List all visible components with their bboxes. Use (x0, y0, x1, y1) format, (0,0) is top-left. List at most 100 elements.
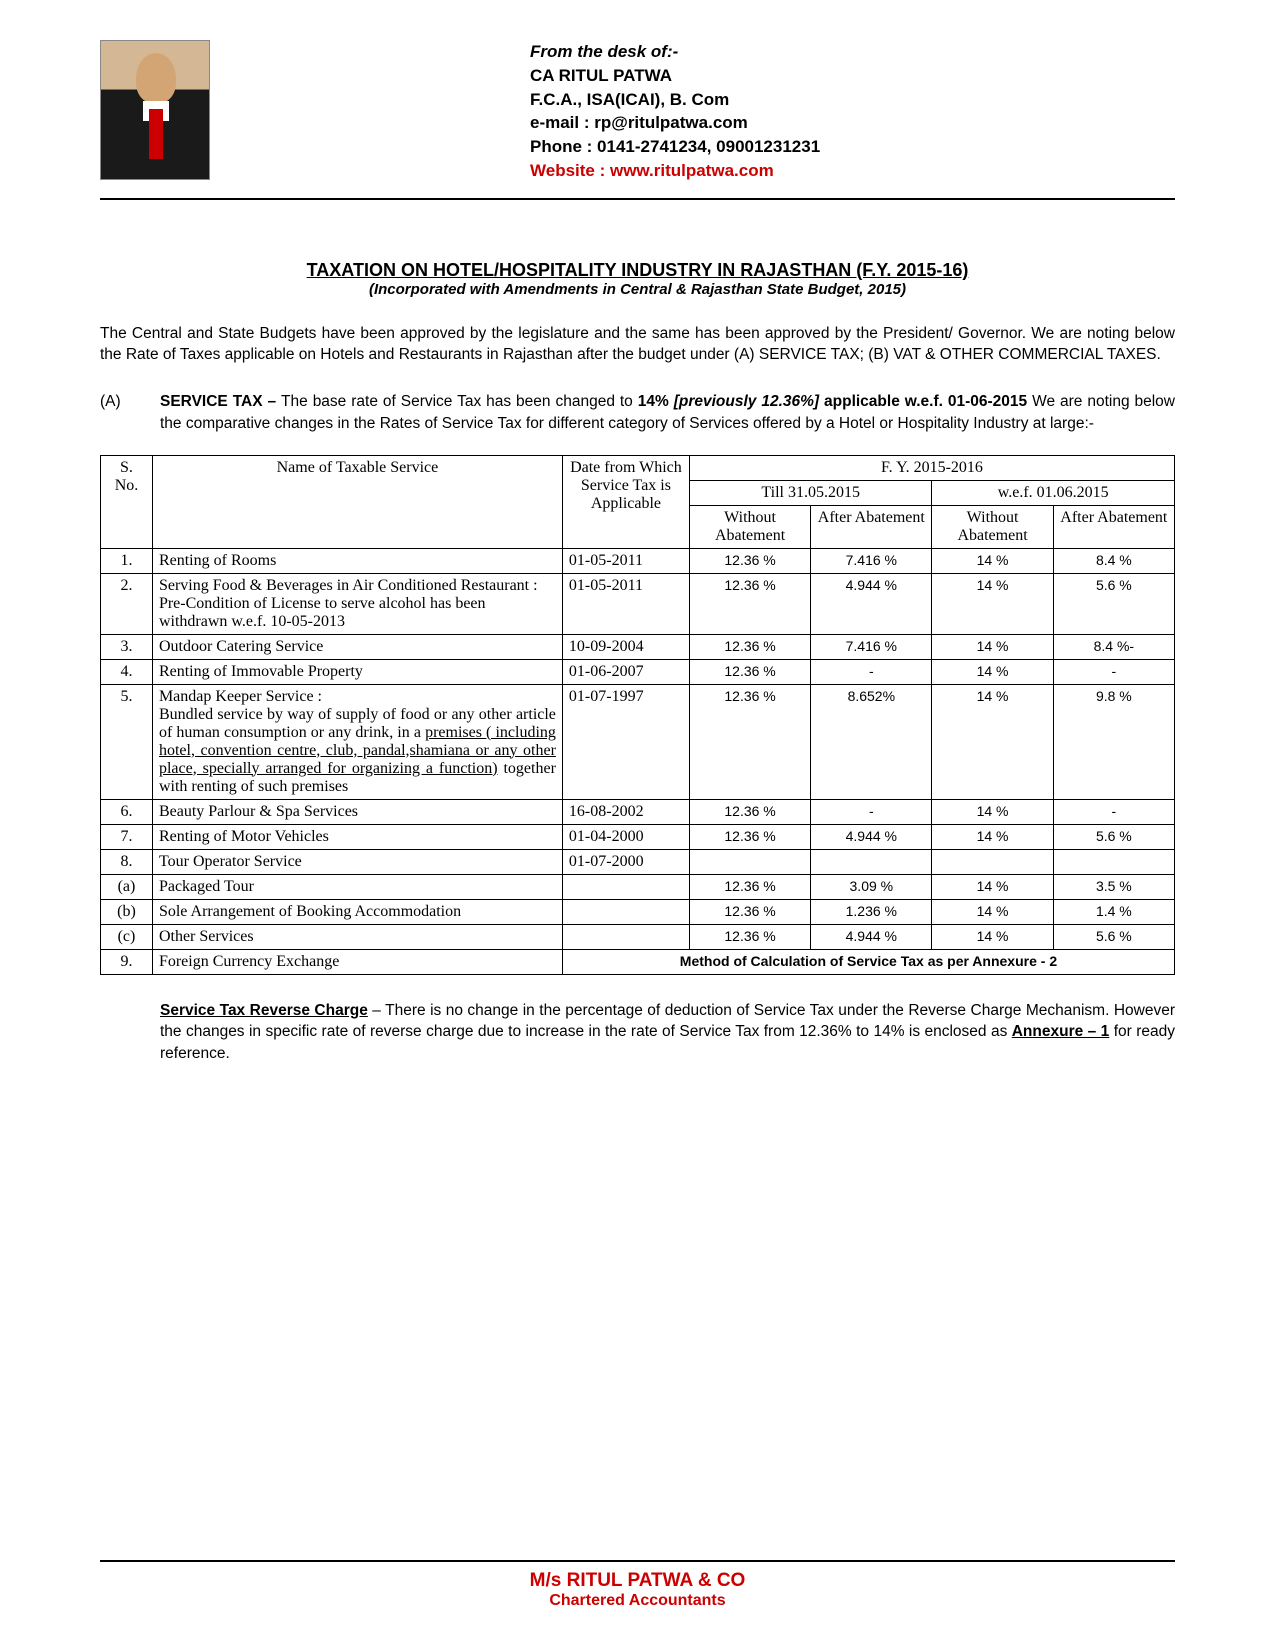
table-row: 6.Beauty Parlour & Spa Services16-08-200… (101, 799, 1175, 824)
document-title: TAXATION ON HOTEL/HOSPITALITY INDUSTRY I… (100, 260, 1175, 281)
reverse-charge-paragraph: Service Tax Reverse Charge – There is no… (160, 1000, 1175, 1065)
cell-sno: 8. (101, 849, 153, 874)
cell-rate (811, 849, 932, 874)
author-photo (100, 40, 210, 180)
cell-date: 16-08-2002 (562, 799, 689, 824)
cell-service-name: Tour Operator Service (152, 849, 562, 874)
cell-rate: 4.944 % (811, 573, 932, 634)
cell-rate: 14 % (932, 899, 1053, 924)
cell-rate: 12.36 % (689, 634, 810, 659)
table-row: (a)Packaged Tour12.36 %3.09 %14 %3.5 % (101, 874, 1175, 899)
cell-rate: 5.6 % (1053, 924, 1174, 949)
cell-service-name: Other Services (152, 924, 562, 949)
author-phone: Phone : 0141-2741234, 09001231231 (530, 135, 1175, 159)
cell-service-name: Outdoor Catering Service (152, 634, 562, 659)
footer-subtitle: Chartered Accountants (100, 1592, 1175, 1610)
section-a: (A) SERVICE TAX – The base rate of Servi… (100, 391, 1175, 434)
cell-service-name: Renting of Rooms (152, 548, 562, 573)
author-name: CA RITUL PATWA (530, 64, 1175, 88)
cell-rate: 4.944 % (811, 824, 932, 849)
cell-rate: 12.36 % (689, 659, 810, 684)
cell-rate: - (811, 799, 932, 824)
cell-rate: 7.416 % (811, 548, 932, 573)
table-row: 2.Serving Food & Beverages in Air Condit… (101, 573, 1175, 634)
letterhead: From the desk of:- CA RITUL PATWA F.C.A.… (100, 40, 1175, 200)
cell-rate: - (811, 659, 932, 684)
cell-service-name: Renting of Motor Vehicles (152, 824, 562, 849)
cell-rate: 1.4 % (1053, 899, 1174, 924)
table-row: 5.Mandap Keeper Service :Bundled service… (101, 684, 1175, 799)
author-website: Website : www.ritulpatwa.com (530, 159, 1175, 183)
cell-sno: (a) (101, 874, 153, 899)
cell-rate: 8.4 % (1053, 548, 1174, 573)
cell-date (562, 924, 689, 949)
cell-date: 01-04-2000 (562, 824, 689, 849)
footer: M/s RITUL PATWA & CO Chartered Accountan… (100, 1560, 1175, 1610)
th-without: Without Abatement (932, 505, 1053, 548)
table-row: 8.Tour Operator Service01-07-2000 (101, 849, 1175, 874)
cell-date (562, 899, 689, 924)
cell-service-name: Serving Food & Beverages in Air Conditio… (152, 573, 562, 634)
th-without: Without Abatement (689, 505, 810, 548)
cell-rate: 3.5 % (1053, 874, 1174, 899)
cell-rate: 14 % (932, 573, 1053, 634)
cell-date (562, 874, 689, 899)
cell-sno: 5. (101, 684, 153, 799)
cell-service-name: Renting of Immovable Property (152, 659, 562, 684)
author-credentials: F.C.A., ISA(ICAI), B. Com (530, 88, 1175, 112)
cell-rate: 12.36 % (689, 924, 810, 949)
cell-rate: 8.4 %- (1053, 634, 1174, 659)
cell-sno: 3. (101, 634, 153, 659)
cell-rate: 14 % (932, 634, 1053, 659)
cell-rate: 14 % (932, 924, 1053, 949)
th-sno: S. No. (101, 455, 153, 548)
cell-rate: 7.416 % (811, 634, 932, 659)
cell-merged-note: Method of Calculation of Service Tax as … (562, 949, 1174, 974)
table-row: 4.Renting of Immovable Property01-06-200… (101, 659, 1175, 684)
th-wef: w.e.f. 01.06.2015 (932, 480, 1175, 505)
cell-service-name: Packaged Tour (152, 874, 562, 899)
cell-rate: 14 % (932, 799, 1053, 824)
cell-rate: 5.6 % (1053, 573, 1174, 634)
cell-rate: 14 % (932, 548, 1053, 573)
cell-rate: - (1053, 799, 1174, 824)
cell-service-name: Mandap Keeper Service :Bundled service b… (152, 684, 562, 799)
cell-sno: (b) (101, 899, 153, 924)
cell-rate (689, 849, 810, 874)
cell-service-name: Sole Arrangement of Booking Accommodatio… (152, 899, 562, 924)
cell-sno: 7. (101, 824, 153, 849)
cell-sno: 9. (101, 949, 153, 974)
cell-rate: 12.36 % (689, 684, 810, 799)
cell-rate: 14 % (932, 874, 1053, 899)
cell-sno: 2. (101, 573, 153, 634)
table-row: 1.Renting of Rooms01-05-201112.36 %7.416… (101, 548, 1175, 573)
table-row: (b)Sole Arrangement of Booking Accommoda… (101, 899, 1175, 924)
cell-service-name: Beauty Parlour & Spa Services (152, 799, 562, 824)
cell-rate: 12.36 % (689, 824, 810, 849)
cell-rate: 12.36 % (689, 548, 810, 573)
reverse-charge-lead: Service Tax Reverse Charge (160, 1002, 368, 1019)
cell-rate: 14 % (932, 824, 1053, 849)
cell-date: 01-06-2007 (562, 659, 689, 684)
cell-rate: 12.36 % (689, 899, 810, 924)
cell-rate: 14 % (932, 659, 1053, 684)
cell-rate: 12.36 % (689, 573, 810, 634)
cell-rate: - (1053, 659, 1174, 684)
service-tax-table: S. No. Name of Taxable Service Date from… (100, 455, 1175, 975)
cell-sno: (c) (101, 924, 153, 949)
th-name: Name of Taxable Service (152, 455, 562, 548)
cell-sno: 1. (101, 548, 153, 573)
cell-rate: 12.36 % (689, 874, 810, 899)
desk-line: From the desk of:- (530, 40, 1175, 64)
section-a-content: SERVICE TAX – The base rate of Service T… (160, 391, 1175, 434)
footer-firm-name: M/s RITUL PATWA & CO (100, 1570, 1175, 1592)
cell-rate: 4.944 % (811, 924, 932, 949)
cell-rate: 1.236 % (811, 899, 932, 924)
cell-date: 01-07-1997 (562, 684, 689, 799)
author-info: From the desk of:- CA RITUL PATWA F.C.A.… (240, 40, 1175, 183)
cell-date: 01-05-2011 (562, 548, 689, 573)
cell-date: 01-07-2000 (562, 849, 689, 874)
cell-rate: 8.652% (811, 684, 932, 799)
section-a-label: (A) (100, 391, 160, 434)
cell-service-name: Foreign Currency Exchange (152, 949, 562, 974)
